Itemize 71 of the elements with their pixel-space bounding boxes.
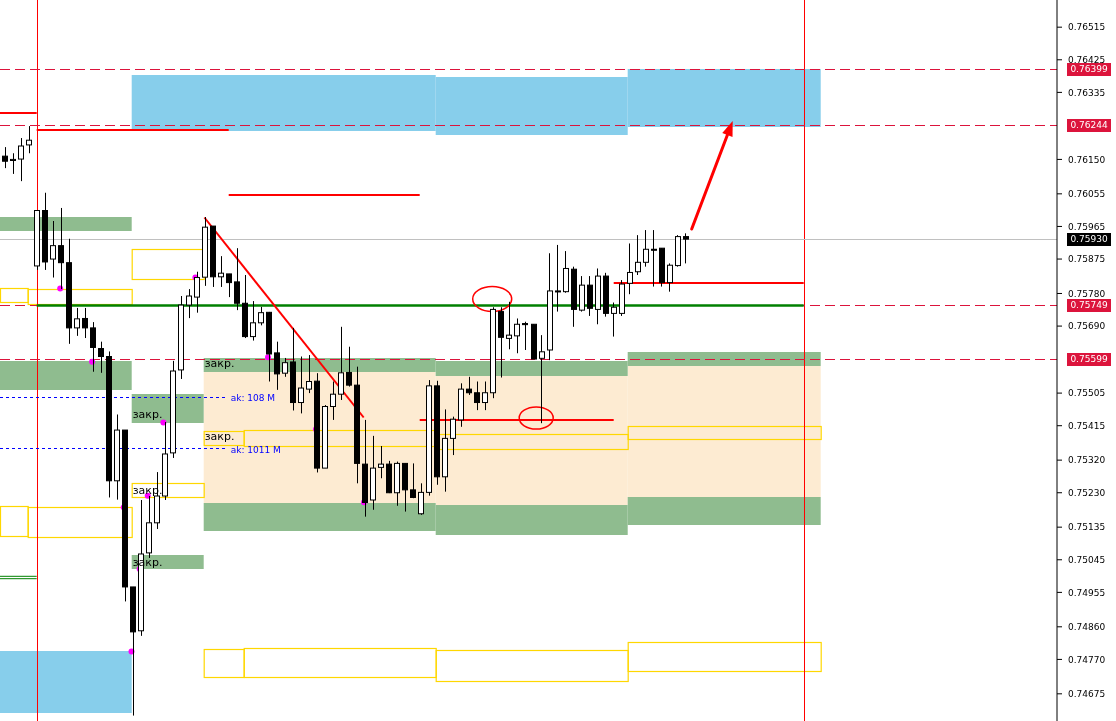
y-tick-label: 0.75320 [1068,455,1106,466]
candlestick [539,334,545,424]
candlestick [587,275,593,317]
y-tick-label: 0.75045 [1068,554,1106,565]
y-tick-label: 0.74860 [1068,621,1106,632]
candlestick [82,307,88,339]
candlestick [611,302,617,338]
candlestick [298,356,304,414]
candlestick [338,326,344,401]
ref-line-label: 0.75749 [1070,300,1108,310]
annotation: закр. [204,357,235,370]
y-tick-label: 0.75690 [1068,321,1106,332]
candlestick [282,357,288,378]
candlestick [306,354,312,394]
candlestick [651,229,657,288]
candlestick [226,273,232,298]
candlestick [10,152,16,175]
y-tick-label: 0.76515 [1068,22,1106,33]
candlestick [18,137,24,182]
candlestick [667,262,673,293]
y-tick-label: 0.75875 [1068,254,1106,265]
y-tick-label: 0.75230 [1068,487,1106,498]
candlestick [58,207,64,290]
candlestick [26,125,32,154]
annotation: закр. [204,430,235,443]
y-tick-label: 0.76425 [1068,54,1106,65]
candlestick [514,317,520,354]
ref-line-label: 0.76399 [1070,64,1108,74]
y-tick-label: 0.75505 [1068,388,1106,399]
candlestick [234,247,240,311]
y-tick-label: 0.75965 [1068,221,1106,232]
y-tick-label: 0.74770 [1068,654,1106,665]
candlestick [506,301,512,350]
y-tick-label: 0.75135 [1068,522,1106,533]
candlestick [186,288,192,319]
candlestick [563,250,569,294]
annotation: ak: 108 M [230,393,276,403]
candlestick [555,244,561,313]
y-tick-label: 0.75415 [1068,420,1106,431]
ref-line-label: 0.76244 [1070,120,1108,130]
y-tick-label: 0.75780 [1068,288,1106,299]
y-tick-label: 0.76055 [1068,189,1106,200]
y-tick-label: 0.74955 [1068,587,1106,598]
candlestick [74,307,80,337]
y-tick-label: 0.76150 [1068,154,1106,165]
candlestick [258,306,264,326]
candlestick [474,381,480,411]
candlestick [50,220,56,279]
candlestick [250,300,256,342]
candlestick [378,445,384,479]
candlestick [2,146,8,169]
y-tick-label: 0.74675 [1068,689,1106,700]
candlestick [627,242,633,295]
candlestick [522,321,528,351]
annotation: ak: 1011 M [230,444,281,455]
candlestick [410,462,416,499]
candlestick [683,232,689,264]
ref-line-label: 0.75930 [1070,234,1108,244]
ref-line-label: 0.75599 [1070,354,1108,364]
candlestick [330,381,336,421]
candlestick [482,381,488,411]
candlestick [635,234,641,276]
annotation: закр. [132,407,163,421]
candlestick [466,376,472,396]
y-tick-label: 0.76335 [1068,87,1106,98]
candlestick [643,229,649,268]
candlestick [274,341,280,391]
candlestick [98,341,104,374]
candlestick [346,346,352,388]
candlestick [418,482,424,516]
candlestick [450,416,456,456]
